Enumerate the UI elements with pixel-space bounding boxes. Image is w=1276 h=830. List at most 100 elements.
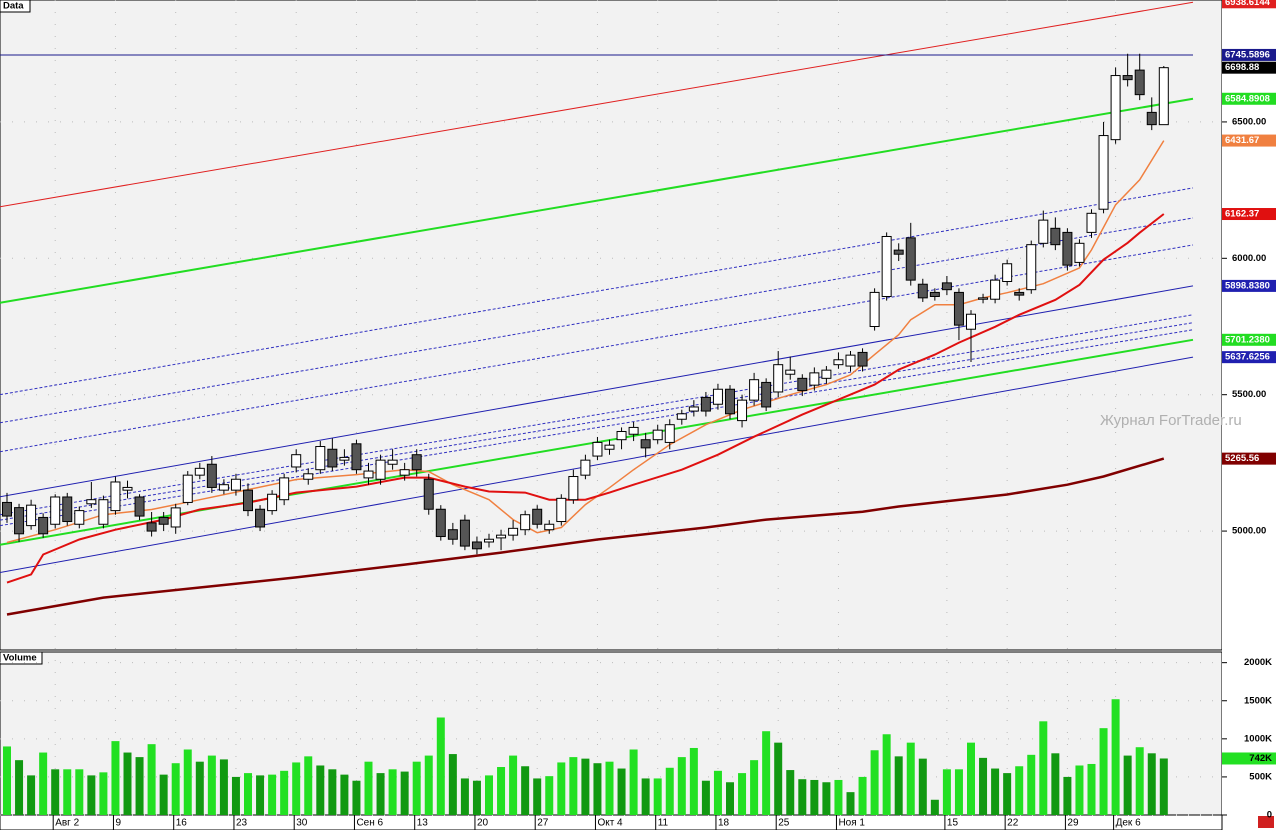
- candle-body: [267, 493, 278, 512]
- volume-bar: [1063, 776, 1072, 815]
- candle-body: [809, 372, 820, 386]
- candle-body: [580, 459, 591, 476]
- trend-line: [0, 244, 1194, 453]
- volume-bar: [268, 774, 277, 815]
- volume-bar: [581, 758, 590, 815]
- x-tick-label: Авг 2: [55, 818, 79, 829]
- volume-bar: [1147, 753, 1156, 815]
- volume-bar: [979, 757, 988, 815]
- candle-body: [291, 454, 302, 468]
- axis-tag: [1222, 0, 1276, 9]
- volume-bar: [412, 761, 421, 815]
- axis-tag: [1222, 61, 1276, 74]
- volume-bar: [171, 763, 180, 815]
- candle-body: [1074, 242, 1085, 263]
- candle-body: [616, 431, 627, 441]
- candle-body: [737, 399, 748, 422]
- volume-bar: [147, 744, 156, 815]
- candle-body: [1026, 244, 1037, 291]
- volume-bar: [810, 779, 819, 815]
- volume-bar: [1075, 765, 1084, 815]
- volume-bar: [460, 778, 469, 815]
- volume-bar: [533, 778, 542, 815]
- candle-body: [1110, 75, 1121, 141]
- candle-body: [255, 508, 266, 528]
- y-tick-label: 5000.00: [1232, 526, 1266, 537]
- candle-body: [387, 459, 398, 465]
- volume-bar: [930, 799, 939, 815]
- trend-line: [0, 1, 1194, 208]
- volume-bar: [1051, 753, 1060, 815]
- candle-body: [664, 424, 675, 443]
- volume-bar: [509, 755, 518, 815]
- axis-tag: [1222, 279, 1276, 292]
- candle-body: [508, 527, 519, 536]
- volume-bar: [870, 750, 879, 815]
- candle-body: [1050, 227, 1061, 246]
- volume-bar: [207, 755, 216, 815]
- volume-bar: [63, 769, 72, 815]
- candle-body: [1086, 212, 1097, 233]
- axis-tag: [1222, 208, 1276, 221]
- volume-bar: [834, 779, 843, 815]
- axis-tag-label: 5637.6256: [1225, 352, 1270, 363]
- volume-bar: [485, 775, 493, 815]
- x-tick-label: Ноя 1: [838, 818, 865, 829]
- trend-line: [0, 285, 1194, 498]
- x-tick-label: 23: [236, 818, 248, 829]
- axis-tag: [1222, 48, 1276, 61]
- candle-body: [206, 463, 217, 488]
- axis-tag-label: 5898.8380: [1225, 280, 1270, 291]
- candle-body: [303, 473, 314, 480]
- x-tick-label: 18: [718, 818, 730, 829]
- watermark: Журнал ForTrader.ru: [1100, 412, 1242, 429]
- volume-bar: [1003, 773, 1012, 815]
- candle-body: [86, 499, 97, 505]
- candle-body: [243, 489, 253, 512]
- volume-bar: [27, 775, 36, 815]
- candle-body: [1158, 67, 1169, 126]
- x-tick-label: 16: [176, 818, 188, 829]
- candle-body: [1062, 231, 1073, 266]
- axis-tag-label: 6938.6144: [1225, 0, 1271, 8]
- x-tick-label: 9: [115, 818, 121, 829]
- candle-body: [821, 369, 832, 379]
- candle-body: [1134, 69, 1145, 96]
- volume-bar: [472, 780, 481, 815]
- volume-bar: [991, 768, 1000, 815]
- volume-bar: [677, 757, 686, 815]
- candle-body: [484, 538, 494, 543]
- volume-bar: [231, 776, 240, 815]
- trend-line: [0, 97, 1194, 304]
- volume-bar: [713, 770, 722, 815]
- axis-tag: [1222, 452, 1276, 465]
- volume-bar: [689, 747, 698, 815]
- candle-body: [158, 516, 169, 525]
- volume-bar: [1111, 699, 1120, 815]
- volume-bar: [1159, 758, 1168, 815]
- candle-body: [1122, 75, 1133, 81]
- candle-body: [749, 379, 760, 401]
- candle-body: [38, 516, 49, 535]
- volume-bar: [1087, 763, 1096, 815]
- candle-body: [592, 441, 603, 457]
- candle-body: [363, 470, 374, 479]
- volume-bar: [653, 778, 662, 815]
- x-tick-label: Сен 6: [356, 818, 383, 829]
- candle-body: [628, 426, 639, 435]
- candle-body: [520, 514, 531, 531]
- volume-bar: [641, 778, 650, 815]
- candle-body: [652, 429, 663, 441]
- volume-bar: [605, 761, 614, 815]
- candle-body: [98, 499, 109, 525]
- scroll-button[interactable]: [1258, 816, 1274, 828]
- volume-bar: [750, 760, 759, 815]
- candle-body: [74, 510, 85, 525]
- volume-bar: [328, 769, 337, 815]
- axis-tag-label: 6698.88: [1225, 62, 1259, 73]
- x-tick-label: 27: [537, 818, 549, 829]
- candle-body: [399, 469, 410, 476]
- x-tick-label: Дек 6: [1116, 818, 1141, 829]
- candle-body: [725, 388, 735, 415]
- volume-bar: [521, 766, 530, 815]
